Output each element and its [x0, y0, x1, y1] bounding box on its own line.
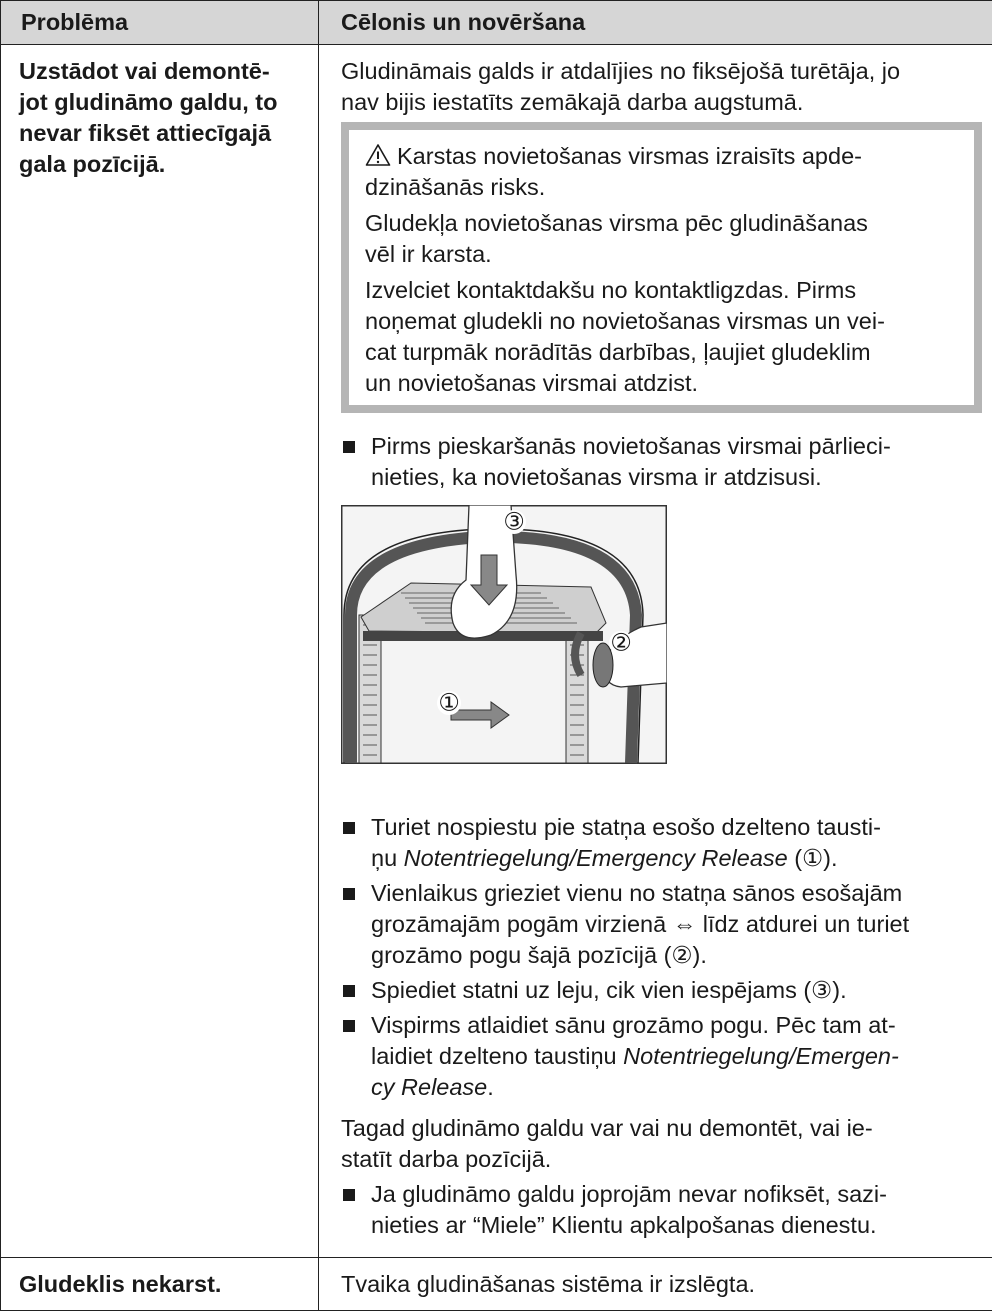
- text-line: grozāmo pogu šajā pozīcijā (②).: [371, 940, 982, 971]
- italic-text: Notentriegelung/Emergen-: [623, 1043, 899, 1069]
- paragraph: Tagad gludināmo galdu var vai nu demontē…: [341, 1113, 982, 1175]
- text-line: gala pozīcijā.: [19, 149, 310, 180]
- table-row: Uzstādot vai demontē-jot gludināmo galdu…: [1, 45, 992, 1258]
- text-line: jot gludināmo galdu, to: [19, 87, 310, 118]
- text-line: vēl ir karsta.: [365, 239, 962, 270]
- bullet-item: Turiet nospiestu pie statņa esošo dzelte…: [341, 812, 982, 874]
- text-line: un novietošanas virsmai atdzist.: [365, 368, 962, 399]
- text-line: Karstas novietošanas virsmas izraisīts a…: [365, 141, 962, 172]
- warning-dot: [377, 161, 379, 163]
- text-line: Izvelciet kontaktdakšu no kontaktligzdas…: [365, 275, 962, 306]
- text-line: grozāmajām pogām virzienā ⇔ līdz atdurei…: [371, 909, 982, 940]
- text-line: Uzstādot vai demontē-: [19, 56, 310, 87]
- bullet-item: Vienlaikus grieziet vienu no statņa sāno…: [341, 878, 982, 971]
- text-line: nieties, ka novietošanas virsma ir atdzi…: [371, 462, 982, 493]
- text-line: laidiet dzelteno taustiņu Notentriegelun…: [371, 1041, 982, 1072]
- text-line: Ja gludināmo galdu joprojām nevar nofiks…: [371, 1179, 982, 1210]
- text-line: nieties ar “Miele” Klientu apkalpošanas …: [371, 1210, 982, 1241]
- text-span: ņu: [371, 845, 404, 871]
- bullet-list: Turiet nospiestu pie statņa esošo dzelte…: [341, 812, 982, 1103]
- bullet-square: [343, 441, 355, 453]
- warning-paragraph: Gludekļa novietošanas virsma pēc gludinā…: [365, 208, 962, 270]
- bullet-item: Pirms pieskaršanās novietošanas virsmai …: [341, 431, 982, 493]
- header-cell: Problēma: [1, 1, 319, 45]
- text-line: nav bijis iestatīts zemākajā darba augst…: [341, 87, 982, 118]
- warning-box: Karstas novietošanas virsmas izraisīts a…: [341, 122, 982, 413]
- bullet-item: Spiediet statni uz leju, cik vien iespēj…: [341, 975, 982, 1006]
- text-line: statīt darba pozīcijā.: [341, 1144, 982, 1175]
- illustration: ① ② ③: [341, 505, 667, 764]
- cause-cell: Gludināmais galds ir atdalījies no fiksē…: [319, 45, 992, 1258]
- problem-cell: Gludeklis nekarst.: [1, 1258, 319, 1311]
- problem-cell: Uzstādot vai demontē-jot gludināmo galdu…: [1, 45, 319, 1258]
- paragraph: Gludināmais galds ir atdalījies no fiksē…: [341, 56, 982, 118]
- bullet-list: Pirms pieskaršanās novietošanas virsmai …: [341, 431, 982, 493]
- bullet-square: [343, 985, 355, 997]
- warning-paragraph: Karstas novietošanas virsmas izraisīts a…: [365, 141, 962, 203]
- text-line: Spiediet statni uz leju, cik vien iespēj…: [371, 975, 982, 1006]
- bullet-square: [343, 1020, 355, 1032]
- table-row: Gludeklis nekarst. Tvaika gludināšanas si…: [1, 1258, 992, 1311]
- text-span: (①).: [788, 845, 838, 871]
- text-span: .: [487, 1074, 494, 1100]
- text-line: nevar fiksēt attiecīgajā: [19, 118, 310, 149]
- text-line: dzināšanās risks.: [365, 172, 962, 203]
- bullet-item: Ja gludināmo galdu joprojām nevar nofiks…: [341, 1179, 982, 1241]
- callout-label: ②: [610, 629, 632, 656]
- text-line: noņemat gludekli no novietošanas virsmas…: [365, 306, 962, 337]
- paragraph: Tvaika gludināšanas sistēma ir izslēgta.: [341, 1269, 982, 1300]
- bullet-square: [343, 1189, 355, 1201]
- text-line: Gludekļa novietošanas virsma pēc gludinā…: [365, 208, 962, 239]
- text-span: laidiet dzelteno taustiņu: [371, 1043, 623, 1069]
- text-line: Tagad gludināmo galdu var vai nu demontē…: [341, 1113, 982, 1144]
- italic-text: Notentriegelung/Emergency Release: [404, 845, 788, 871]
- text-line: Gludeklis nekarst.: [19, 1269, 310, 1300]
- italic-text: cy Release: [371, 1074, 487, 1100]
- header-cell: Cēlonis un novēršana: [319, 1, 992, 45]
- text-line: cy Release.: [371, 1072, 982, 1103]
- bullet-square: [343, 822, 355, 834]
- header-row: Problēma Cēlonis un novēršana: [1, 1, 992, 45]
- text-line: Turiet nospiestu pie statņa esošo dzelte…: [371, 812, 982, 843]
- bullet-square: [343, 888, 355, 900]
- text-line: cat turpmāk norādītās darbības, ļaujiet …: [365, 337, 962, 368]
- text-line: Gludināmais galds ir atdalījies no fiksē…: [341, 56, 982, 87]
- table-body: Uzstādot vai demontē-jot gludināmo galdu…: [1, 45, 992, 1311]
- text-line: Tvaika gludināšanas sistēma ir izslēgta.: [341, 1269, 982, 1300]
- text-line: Vispirms atlaidiet sānu grozāmo pogu. Pē…: [371, 1010, 982, 1041]
- callout-label: ③: [503, 508, 525, 535]
- warning-icon: [365, 143, 391, 167]
- bullet-item: Vispirms atlaidiet sānu grozāmo pogu. Pē…: [341, 1010, 982, 1103]
- text-line: Pirms pieskaršanās novietošanas virsmai …: [371, 431, 982, 462]
- cause-cell: Tvaika gludināšanas sistēma ir izslēgta.: [319, 1258, 992, 1311]
- warning-paragraph: Izvelciet kontaktdakšu no kontaktligzdas…: [365, 275, 962, 399]
- text-line: Vienlaikus grieziet vienu no statņa sāno…: [371, 878, 982, 909]
- bullet-list: Ja gludināmo galdu joprojām nevar nofiks…: [341, 1179, 982, 1241]
- callout-label: ①: [438, 689, 460, 716]
- text-line: ņu Notentriegelung/Emergency Release (①)…: [371, 843, 982, 874]
